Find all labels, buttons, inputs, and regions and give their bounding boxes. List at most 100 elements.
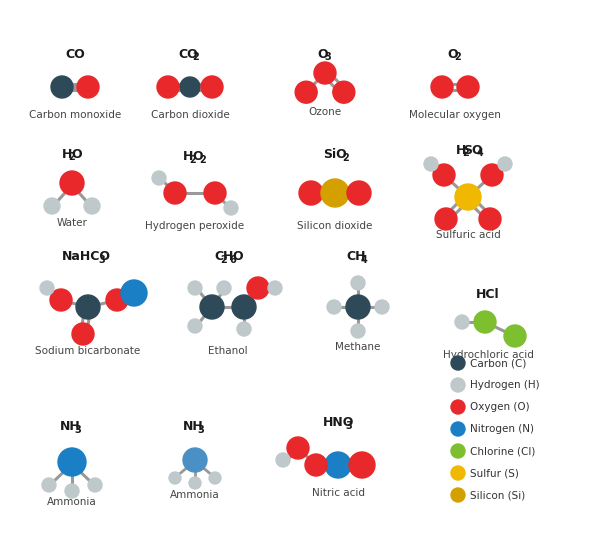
Text: Carbon monoxide: Carbon monoxide xyxy=(29,110,121,120)
Circle shape xyxy=(180,77,200,97)
Circle shape xyxy=(157,76,179,98)
Circle shape xyxy=(50,289,72,311)
Text: Methane: Methane xyxy=(335,342,381,352)
Text: Water: Water xyxy=(56,218,88,228)
Text: Sulfur (S): Sulfur (S) xyxy=(470,468,519,478)
Circle shape xyxy=(498,157,512,171)
Text: 2: 2 xyxy=(342,153,349,163)
Text: Oxygen (O): Oxygen (O) xyxy=(470,402,529,412)
Text: 3: 3 xyxy=(99,255,105,265)
Text: Ammonia: Ammonia xyxy=(47,497,97,507)
Circle shape xyxy=(152,171,166,185)
Text: SiO: SiO xyxy=(323,149,347,162)
Text: Ozone: Ozone xyxy=(308,107,341,117)
Circle shape xyxy=(299,181,323,205)
Circle shape xyxy=(247,277,269,299)
Text: Nitric acid: Nitric acid xyxy=(312,488,365,498)
Circle shape xyxy=(349,452,375,478)
Text: 3: 3 xyxy=(74,425,81,435)
Text: Ammonia: Ammonia xyxy=(170,490,220,500)
Circle shape xyxy=(346,295,370,319)
Circle shape xyxy=(305,454,327,476)
Circle shape xyxy=(451,488,465,502)
Text: H: H xyxy=(223,250,233,264)
Text: Carbon dioxide: Carbon dioxide xyxy=(151,110,230,120)
Text: NaHCO: NaHCO xyxy=(62,250,111,264)
Circle shape xyxy=(164,182,186,204)
Text: H: H xyxy=(62,148,72,160)
Circle shape xyxy=(209,472,221,484)
Circle shape xyxy=(188,319,202,333)
Text: O: O xyxy=(232,250,243,264)
Circle shape xyxy=(188,281,202,295)
Circle shape xyxy=(276,453,290,467)
Text: 3: 3 xyxy=(324,52,331,62)
Circle shape xyxy=(237,322,251,336)
Circle shape xyxy=(314,62,336,84)
Text: 3: 3 xyxy=(197,425,204,435)
Text: 2: 2 xyxy=(455,52,461,62)
Text: O: O xyxy=(72,148,82,160)
Circle shape xyxy=(375,300,389,314)
Circle shape xyxy=(72,323,94,345)
Text: Nitrogen (N): Nitrogen (N) xyxy=(470,424,534,434)
Circle shape xyxy=(451,400,465,414)
Circle shape xyxy=(451,444,465,458)
Text: NH: NH xyxy=(60,421,80,433)
Text: NH: NH xyxy=(183,421,203,433)
Circle shape xyxy=(268,281,282,295)
Text: Chlorine (Cl): Chlorine (Cl) xyxy=(470,446,536,456)
Text: CH: CH xyxy=(346,250,366,264)
Circle shape xyxy=(504,325,526,347)
Text: Hydrogen peroxide: Hydrogen peroxide xyxy=(146,221,245,231)
Circle shape xyxy=(77,76,99,98)
Text: 2: 2 xyxy=(462,148,469,158)
Circle shape xyxy=(455,315,469,329)
Text: H: H xyxy=(455,144,466,157)
Text: 2: 2 xyxy=(199,155,206,165)
Text: Hydrochloric acid: Hydrochloric acid xyxy=(442,350,534,360)
Circle shape xyxy=(169,472,181,484)
Circle shape xyxy=(474,311,496,333)
Text: Silicon dioxide: Silicon dioxide xyxy=(297,221,373,231)
Text: HCl: HCl xyxy=(476,287,500,300)
Text: C: C xyxy=(214,250,223,264)
Circle shape xyxy=(457,76,479,98)
Circle shape xyxy=(204,182,226,204)
Text: 3: 3 xyxy=(345,421,352,431)
Circle shape xyxy=(224,201,238,215)
Text: H: H xyxy=(183,150,193,164)
Circle shape xyxy=(183,448,207,472)
Text: Molecular oxygen: Molecular oxygen xyxy=(409,110,501,120)
Circle shape xyxy=(451,466,465,480)
Circle shape xyxy=(200,295,224,319)
Circle shape xyxy=(325,452,351,478)
Circle shape xyxy=(42,478,56,492)
Text: O: O xyxy=(448,48,458,60)
Circle shape xyxy=(351,324,365,338)
Circle shape xyxy=(40,281,54,295)
Text: O: O xyxy=(193,150,203,164)
Circle shape xyxy=(479,208,501,230)
Circle shape xyxy=(347,181,371,205)
Circle shape xyxy=(201,76,223,98)
Circle shape xyxy=(76,295,100,319)
Text: 4: 4 xyxy=(477,148,483,158)
Text: CO: CO xyxy=(178,48,198,60)
Circle shape xyxy=(455,184,481,210)
Circle shape xyxy=(424,157,438,171)
Circle shape xyxy=(60,171,84,195)
Text: 2: 2 xyxy=(220,255,226,265)
Text: 2: 2 xyxy=(192,52,199,62)
Text: 4: 4 xyxy=(360,255,367,265)
Text: Hydrogen (H): Hydrogen (H) xyxy=(470,380,540,390)
Circle shape xyxy=(106,289,128,311)
Circle shape xyxy=(232,295,256,319)
Circle shape xyxy=(321,179,349,207)
Circle shape xyxy=(295,81,317,103)
Circle shape xyxy=(451,378,465,392)
Circle shape xyxy=(435,208,457,230)
Text: 6: 6 xyxy=(230,255,236,265)
Circle shape xyxy=(451,356,465,370)
Circle shape xyxy=(481,164,503,186)
